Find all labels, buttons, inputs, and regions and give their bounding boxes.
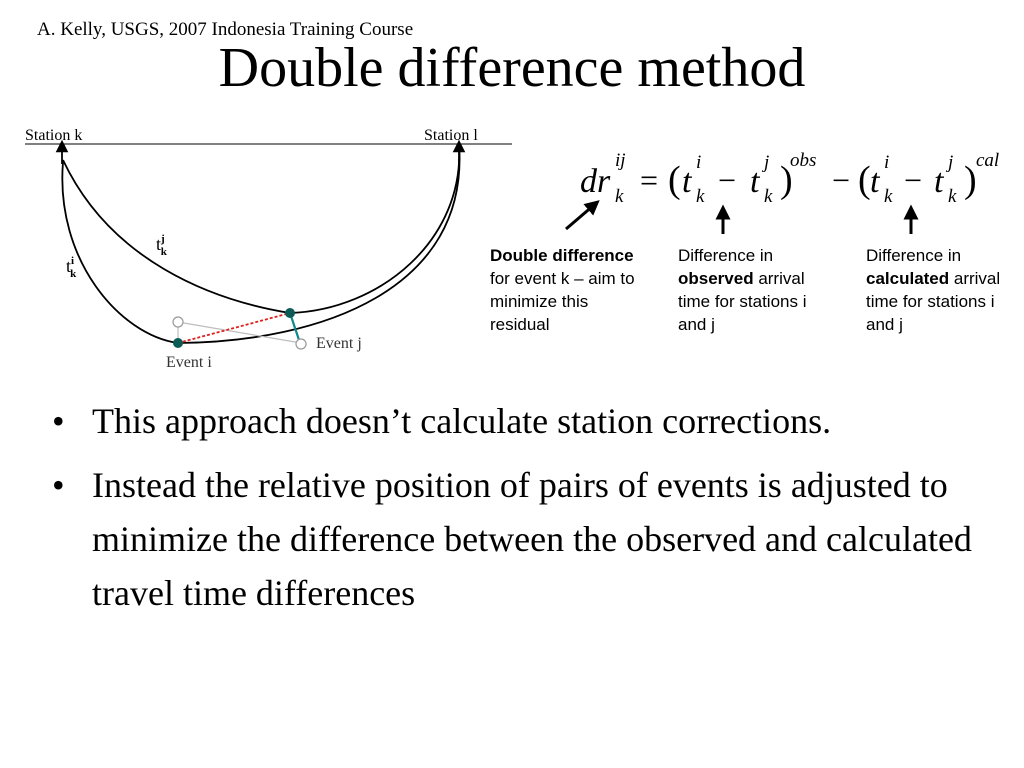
slide-title: Double difference method [218, 37, 806, 99]
formula-minus-2: − [832, 162, 850, 198]
bullet-item: Instead the relative position of pairs o… [50, 458, 980, 620]
formula-t-1-sub: k [696, 186, 705, 207]
ray-event-j-to-station-l [289, 143, 461, 314]
annotation-calculated: Difference in calculated arrival time fo… [866, 244, 1006, 336]
formula-t-4-sub: k [948, 186, 957, 207]
annotation-calculated-text: arrival time for stations i and j [866, 269, 1001, 334]
formula-t-4: t [934, 163, 945, 200]
raypath-diagram: Station k Station l tj k ti k Event i Even… [25, 127, 512, 371]
arrow-double-difference [565, 200, 600, 231]
event-j-original-marker [295, 338, 307, 350]
formula-dr: dr [580, 163, 611, 200]
annotation-double-difference-text: for event k – aim to minimize this resid… [490, 269, 635, 334]
formula-open-2: ( [858, 159, 871, 201]
ray-station-k-to-event-i [61, 161, 179, 344]
formula-t-4-sup: j [945, 152, 953, 173]
formula-t-3-sub: k [884, 186, 893, 207]
event-j-marker [285, 308, 295, 318]
bullet-list: This approach doesn’t calculate station … [50, 394, 980, 630]
credit-line: A. Kelly, USGS, 2007 Indonesia Training … [37, 19, 414, 40]
bullet-item: This approach doesn’t calculate station … [50, 394, 980, 448]
formula-t-1: t [682, 163, 693, 200]
formula-t-2-sub: k [764, 186, 773, 207]
formula-dr-sub: k [615, 186, 624, 207]
event-link [177, 312, 291, 344]
formula-equals: = [640, 162, 658, 198]
annotation-calculated-bold: calculated [866, 269, 950, 288]
annotation-double-difference-bold: Double difference [490, 246, 634, 265]
event-j-label: Event j [316, 335, 362, 352]
formula-t-1-sup: i [696, 152, 701, 173]
label-t-i-k: ti k [66, 255, 77, 280]
annotation-observed-pre: Difference in [678, 246, 774, 265]
annotation-observed: Difference in observed arrival time for … [678, 244, 823, 336]
event-i-label: Event i [166, 354, 212, 371]
double-difference-formula: dr ij k = ( − ) − ( − ) t i k t j k obs … [565, 150, 999, 234]
annotation-calculated-pre: Difference in [866, 246, 962, 265]
annotation-double-difference: Double difference for event k – aim to m… [490, 244, 645, 336]
formula-dr-sup: ij [615, 150, 626, 171]
formula-close-2: ) [964, 159, 977, 201]
formula-t-3-sup: i [884, 152, 889, 173]
formula-open-1: ( [668, 159, 681, 201]
formula-close-1: ) [780, 159, 793, 201]
formula-minus-3: − [904, 162, 922, 198]
station-l-label: Station l [424, 127, 478, 144]
formula-t-2: t [750, 163, 761, 200]
formula-t-2-sup: j [761, 152, 769, 173]
formula-obs: obs [790, 150, 816, 171]
annotation-observed-text: arrival time for stations i and j [678, 269, 807, 334]
station-k-label: Station k [25, 127, 82, 144]
formula-minus-1: − [718, 162, 736, 198]
event-i-marker [173, 338, 183, 348]
label-t-j-k: tj k [156, 233, 168, 258]
formula-cal: cal [976, 150, 999, 171]
ray-station-k-to-event-j [62, 159, 291, 314]
formula-t-3: t [870, 163, 881, 200]
ghost-link [177, 321, 302, 344]
ray-event-i-to-station-l [177, 143, 461, 344]
annotation-observed-bold: observed [678, 269, 754, 288]
event-i-original-marker [172, 316, 184, 328]
